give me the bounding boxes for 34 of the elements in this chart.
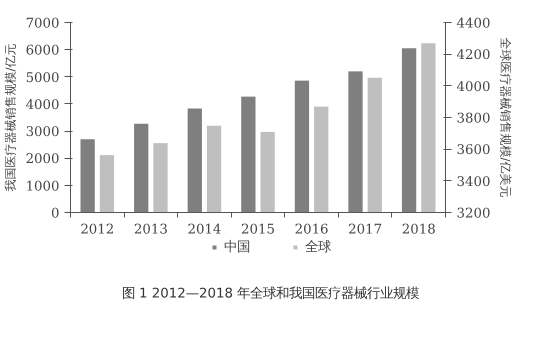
text: 图 1 2012—2018 年全球和我国医疗器械行业规模 xyxy=(122,286,420,302)
bar xyxy=(80,139,95,212)
y2-tick-label: 3600 xyxy=(456,143,490,158)
y-tick-label: 2000 xyxy=(26,152,60,168)
x-tick-label: 2013 xyxy=(134,222,168,238)
bar xyxy=(134,124,148,212)
y2-tick-label: 3800 xyxy=(456,112,490,126)
y-tick-label: 5000 xyxy=(26,70,60,86)
y-tick-label: 1000 xyxy=(26,179,60,194)
bar xyxy=(402,48,416,212)
y-tick-label: 4000 xyxy=(26,98,60,113)
bar xyxy=(294,80,310,212)
x-tick-label: 2014 xyxy=(187,222,222,238)
y2-tick-label: 3400 xyxy=(456,174,490,190)
x-tick-label: 2018 xyxy=(402,222,436,238)
bar xyxy=(188,108,202,212)
x-tick-label: 2012 xyxy=(80,222,114,238)
y-tick-label: 3000 xyxy=(26,125,60,140)
y-tick-label: 7000 xyxy=(26,16,60,32)
y-axis-title: 我国医疗器械销售规模/亿元 xyxy=(4,43,18,192)
bar xyxy=(241,96,256,212)
y2-tick-label: 4000 xyxy=(456,80,490,95)
y-tick-label: 0 xyxy=(51,206,60,222)
legend-label: 全球 xyxy=(305,239,331,256)
x-tick-label: 2017 xyxy=(348,222,382,238)
y2-tick-label: 4200 xyxy=(456,48,490,64)
legend-label: 中国 xyxy=(224,238,250,256)
y2-tick-label: 4400 xyxy=(456,16,490,32)
y2-tick-label: 3200 xyxy=(456,206,490,222)
x-tick-label: 2015 xyxy=(241,222,275,238)
y2-axis-title: 全球医疗器械销售规模/亿美元 xyxy=(498,37,512,198)
bar xyxy=(348,71,363,212)
x-tick-label: 2016 xyxy=(294,222,329,238)
y-tick-label: 6000 xyxy=(26,44,60,59)
